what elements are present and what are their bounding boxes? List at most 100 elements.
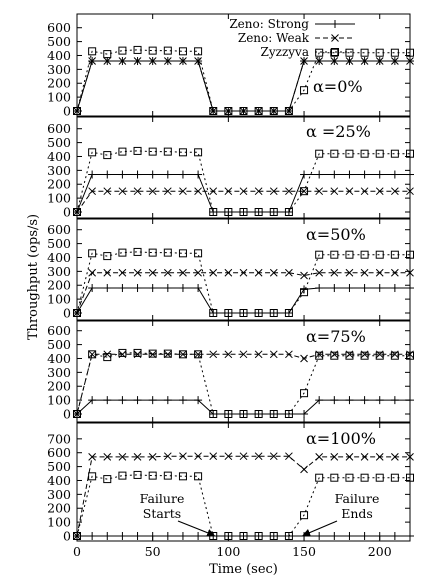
legend-entry: Zeno: Strong [229,17,355,31]
data-point [390,284,399,293]
data-point [163,268,172,277]
y-tick-label: 400 [47,250,71,265]
data-point [163,248,172,257]
data-point [73,107,81,115]
y-tick-label: 300 [47,264,71,279]
data-point [178,350,187,359]
data-point [148,170,157,179]
data-point [300,170,309,179]
data-point [345,453,354,461]
data-point [254,452,263,461]
y-tick-label: 600 [47,20,71,35]
data-point [285,268,293,277]
data-point [360,170,369,179]
data-point [194,187,202,196]
data-point [118,532,127,540]
data-point [103,187,112,196]
data-point [178,148,187,157]
data-point [224,208,233,216]
data-point [269,187,278,196]
data-point [391,453,399,461]
data-point [345,532,354,540]
panel-frame [76,422,411,542]
data-point [345,170,354,179]
data-point [315,396,324,405]
data-point [148,248,157,257]
data-point [103,50,112,59]
data-point [239,309,248,317]
data-point [345,268,354,277]
data-point [330,268,339,277]
data-point [300,465,308,474]
data-point [239,532,248,540]
data-point [224,350,233,359]
data-point [133,348,142,357]
data-point [178,249,187,258]
data-point [133,57,142,65]
data-point [390,48,399,57]
data-point [360,149,369,158]
data-point [330,250,339,259]
data-point [390,532,399,540]
data-point [163,147,172,156]
data-point [315,351,324,360]
annotation-arrow [302,520,338,537]
data-point [209,410,218,418]
data-point [163,57,172,65]
data-point [224,187,233,196]
y-tick-label: 400 [47,351,71,366]
annotation-text: Failure [335,491,380,506]
data-point [133,247,142,256]
y-tick-label: 700 [47,431,71,446]
y-tick-label: 100 [47,515,71,530]
data-point [209,309,218,317]
data-point [406,473,414,482]
data-point [163,396,172,405]
data-point [73,410,81,418]
data-point [375,453,384,461]
y-tick-label: 300 [47,365,71,380]
data-point [148,396,157,405]
data-point [88,453,96,461]
y-tick-label: 0 [63,306,71,321]
y-tick-label: 0 [63,205,71,220]
y-tick-label: 200 [47,379,71,394]
series-line [76,474,410,537]
data-point [224,107,233,115]
data-point [148,471,157,480]
data-point [209,208,218,216]
data-point [330,170,339,179]
data-point [118,170,127,179]
series-zyzzyva [73,247,414,317]
series-zeno-strong [73,396,414,418]
data-point [330,187,339,196]
data-point [133,284,142,293]
data-point [209,309,218,317]
data-point [163,170,172,179]
data-point [315,532,324,540]
data-point [254,410,263,418]
data-point [285,452,293,461]
data-point [285,350,293,359]
data-point [118,268,127,277]
data-point [284,532,293,540]
data-point [133,45,142,54]
data-point [148,453,157,461]
x-axis-label: Time (sec) [209,562,278,577]
series-zeno-strong [73,284,414,317]
y-tick-label: 0 [63,104,71,119]
series-zyzzyva [73,45,414,115]
legend-entry: Zeno: Weak [238,31,355,45]
data-point [148,268,157,277]
data-point [209,452,218,461]
data-point [194,350,202,359]
data-point [406,250,414,259]
data-point [148,46,157,55]
data-point [406,396,414,405]
data-point [88,170,97,179]
data-point [360,250,369,259]
data-point [179,57,187,65]
panel-frame [76,320,411,423]
